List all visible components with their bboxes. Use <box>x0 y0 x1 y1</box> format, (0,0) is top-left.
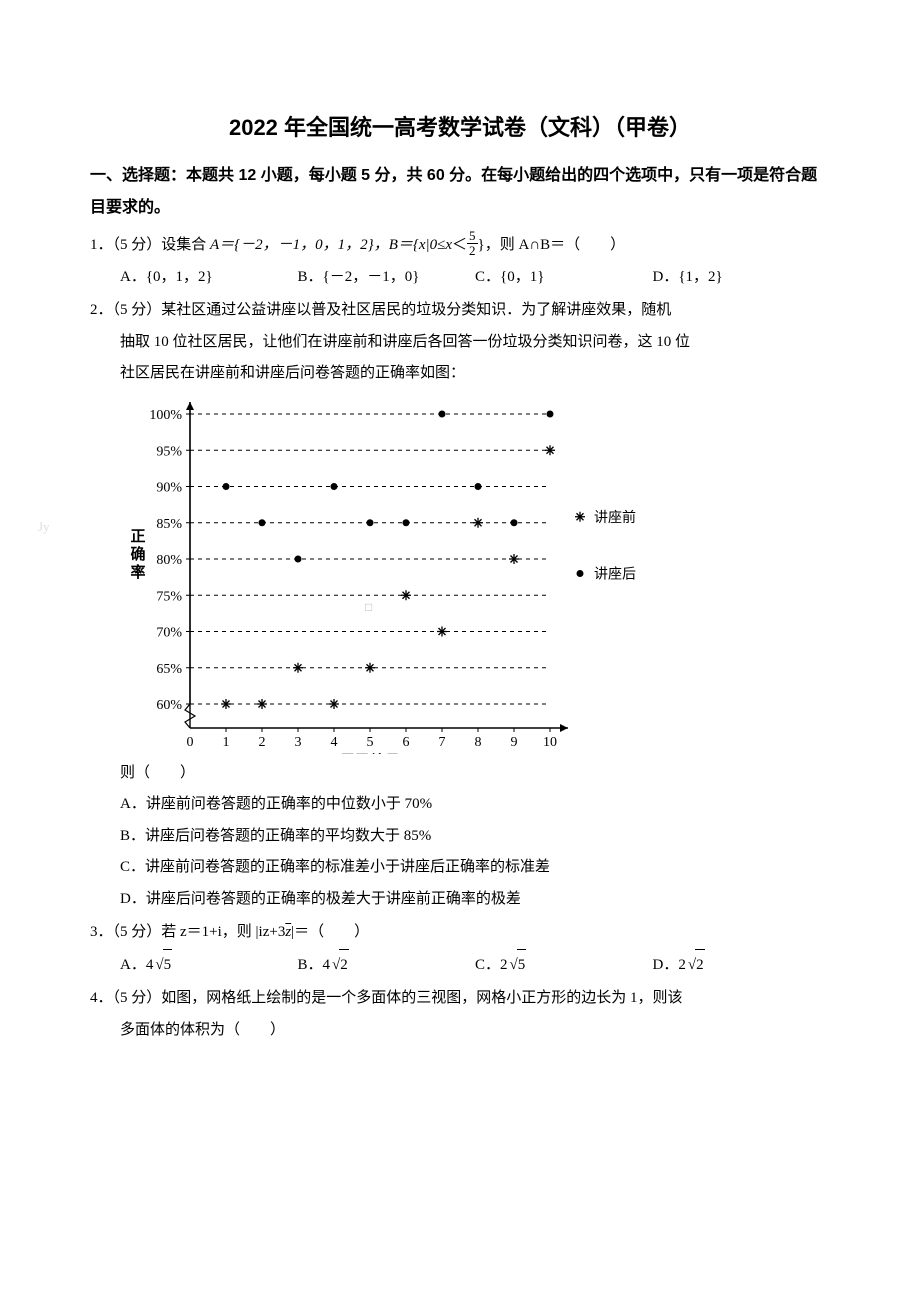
q1-setB-pre: B＝{x|0≤x <box>389 237 452 253</box>
page-title: 2022 年全国统一高考数学试卷（文科）（甲卷） <box>90 110 830 142</box>
svg-text:8: 8 <box>475 735 482 750</box>
page: Jy □ 2022 年全国统一高考数学试卷（文科）（甲卷） 一、选择题：本题共 … <box>0 0 920 1106</box>
section-header: 一、选择题：本题共 12 小题，每小题 5 分，共 60 分。在每小题给出的四个… <box>90 160 830 224</box>
sqrt-icon: 5 <box>153 949 172 982</box>
svg-text:10: 10 <box>543 735 557 750</box>
q1-setB-post: }，则 A∩B＝（ ） <box>478 237 626 253</box>
svg-text:4: 4 <box>331 735 338 750</box>
svg-text:正确率: 正确率 <box>130 528 145 581</box>
question-1: 1．（5 分）设集合 A＝{－2，－1，0，1，2}，B＝{x|0≤x＜52}，… <box>90 230 830 293</box>
svg-text:65%: 65% <box>156 661 182 676</box>
q3A-rad: 5 <box>163 949 173 982</box>
q4-line2: 多面体的体积为（ ） <box>90 1015 830 1047</box>
q2-post: 则（ ） <box>90 758 830 790</box>
q3D-pre: D．2 <box>653 957 686 973</box>
q3-stem: 3．（5 分）若 z＝1+i，则 |iz+3z|＝（ ） <box>90 917 830 949</box>
q3-post: |＝（ ） <box>291 924 369 940</box>
q3A-pre: A．4 <box>120 957 153 973</box>
svg-text:7: 7 <box>439 735 446 750</box>
q2-opt-C: C．讲座前问卷答题的正确率的标准差小于讲座后正确率的标准差 <box>90 852 830 884</box>
q1-stem: 1．（5 分）设集合 A＝{－2，－1，0，1，2}，B＝{x|0≤x＜52}，… <box>90 230 830 262</box>
q2-opt-D: D．讲座后问卷答题的正确率的极差大于讲座前正确率的极差 <box>90 884 830 916</box>
frac-den: 2 <box>467 244 478 258</box>
q3B-rad: 2 <box>339 949 349 982</box>
q3-opt-D: D．2 2 <box>653 949 831 982</box>
svg-text:60%: 60% <box>156 698 182 713</box>
question-4: 4．（5 分）如图，网格纸上绘制的是一个多面体的三视图，网格小正方形的边长为 1… <box>90 983 830 1046</box>
q3-opt-C: C．2 5 <box>475 949 653 982</box>
accuracy-chart: 60% 65% 70% 75% 80% 85% 90% 95% 100% 0 1 2 3 4 5 6 7 8 9 10… <box>120 394 660 754</box>
svg-text:5: 5 <box>367 735 374 750</box>
q3-opt-A: A．4 5 <box>120 949 298 982</box>
lt-sign: ＜ <box>452 237 467 253</box>
question-2: 2．（5 分）某社区通过公益讲座以普及社区居民的垃圾分类知识．为了解讲座效果，随… <box>90 295 830 915</box>
q1-pre: 1．（5 分）设集合 <box>90 237 210 253</box>
q1-setA: A＝{－2，－1，0，1，2}， <box>210 237 389 253</box>
sqrt-icon: 5 <box>508 949 527 982</box>
q1-options: A．{0，1，2} B．{－2，－1，0} C．{0，1} D．{1，2} <box>90 262 830 294</box>
svg-text:95%: 95% <box>156 444 182 459</box>
q1-opt-C: C．{0，1} <box>475 262 653 294</box>
q3-opt-B: B．4 2 <box>298 949 476 982</box>
q3-pre: 3．（5 分）若 z＝1+i，则 |iz+3 <box>90 924 285 940</box>
svg-text:居民编号: 居民编号 <box>340 752 400 754</box>
q1-opt-D: D．{1，2} <box>653 262 831 294</box>
q1-opt-A: A．{0，1，2} <box>120 262 298 294</box>
frac-num: 5 <box>467 229 478 244</box>
q2-line3: 社区居民在讲座前和讲座后问卷答题的正确率如图： <box>90 358 830 390</box>
svg-text:3: 3 <box>295 735 302 750</box>
svg-text:100%: 100% <box>149 408 182 423</box>
question-3: 3．（5 分）若 z＝1+i，则 |iz+3z|＝（ ） A．4 5 B．4 2 C… <box>90 917 830 981</box>
watermark: Jy <box>38 519 50 535</box>
svg-text:0: 0 <box>187 735 194 750</box>
svg-text:70%: 70% <box>156 625 182 640</box>
svg-text:2: 2 <box>259 735 266 750</box>
svg-text:90%: 90% <box>156 480 182 495</box>
q2-opt-B: B．讲座后问卷答题的正确率的平均数大于 85% <box>90 821 830 853</box>
q4-line1: 4．（5 分）如图，网格纸上绘制的是一个多面体的三视图，网格小正方形的边长为 1… <box>90 983 830 1015</box>
q3B-pre: B．4 <box>298 957 331 973</box>
q3C-pre: C．2 <box>475 957 508 973</box>
q2-opt-A: A．讲座前问卷答题的正确率的中位数小于 70% <box>90 789 830 821</box>
svg-text:80%: 80% <box>156 553 182 568</box>
q2-line2: 抽取 10 位社区居民，让他们在讲座前和讲座后各回答一份垃圾分类知识问卷，这 1… <box>90 327 830 359</box>
svg-text:6: 6 <box>403 735 410 750</box>
svg-text:1: 1 <box>223 735 230 750</box>
svg-text:讲座前: 讲座前 <box>594 508 636 525</box>
chart-container: 60% 65% 70% 75% 80% 85% 90% 95% 100% 0 1 2 3 4 5 6 7 8 9 10… <box>90 394 830 754</box>
q3C-rad: 5 <box>517 949 527 982</box>
svg-text:讲座后: 讲座后 <box>594 566 636 582</box>
q3-options: A．4 5 B．4 2 C．2 5 D．2 2 <box>90 949 830 982</box>
svg-text:75%: 75% <box>156 589 182 604</box>
q3D-rad: 2 <box>695 949 705 982</box>
frac-5-2: 52 <box>467 229 478 257</box>
q1-opt-B: B．{－2，－1，0} <box>298 262 476 294</box>
svg-text:85%: 85% <box>156 516 182 531</box>
q2-line1: 2．（5 分）某社区通过公益讲座以普及社区居民的垃圾分类知识．为了解讲座效果，随… <box>90 295 830 327</box>
sqrt-icon: 2 <box>330 949 349 982</box>
svg-text:9: 9 <box>511 735 518 750</box>
sqrt-icon: 2 <box>686 949 705 982</box>
